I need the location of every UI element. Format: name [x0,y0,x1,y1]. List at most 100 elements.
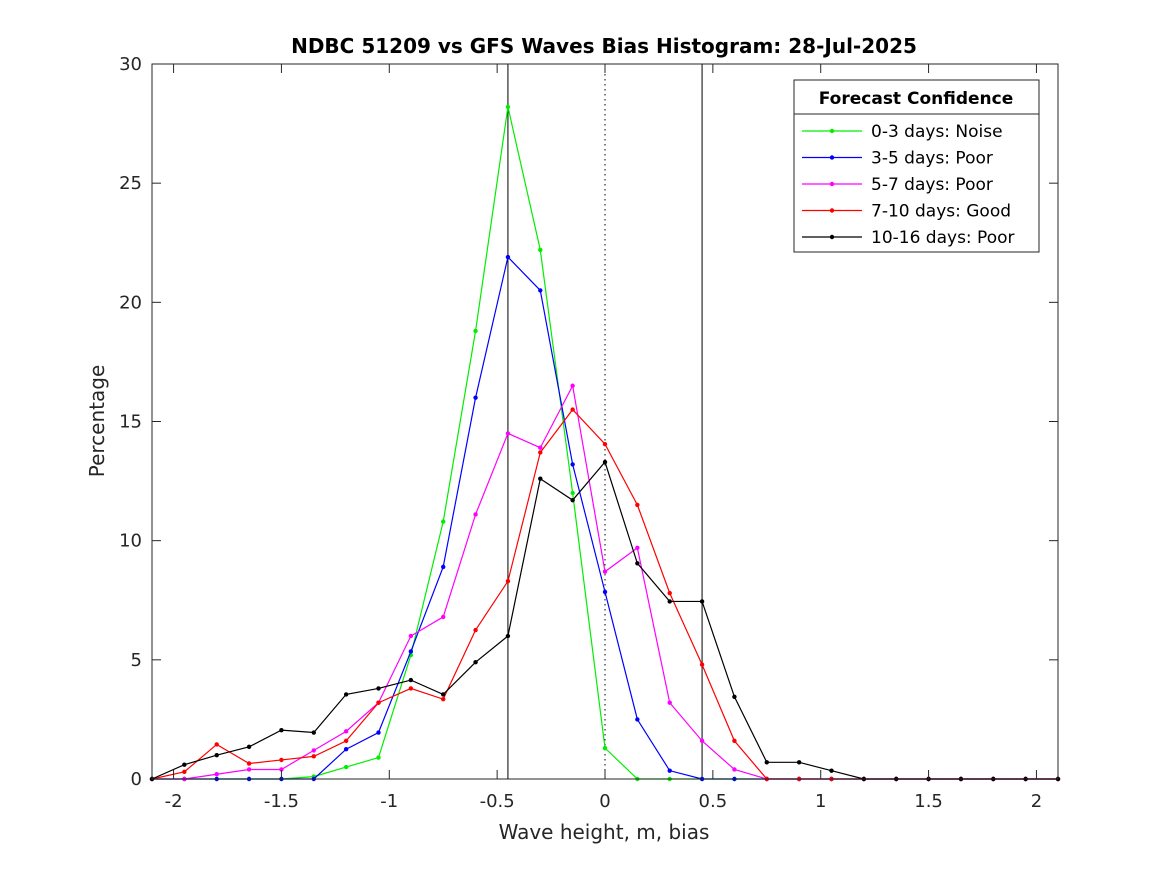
chart-title: NDBC 51209 vs GFS Waves Bias Histogram: … [291,34,917,58]
data-point [343,738,349,744]
legend-entry: 7-10 days: Good [802,202,1011,222]
data-point [441,614,446,620]
data-point [505,578,511,584]
x-tick-label: 1 [815,791,826,812]
legend-swatch-marker [829,208,835,213]
data-point [538,476,543,481]
data-point [699,738,705,744]
data-point [667,768,672,773]
y-tick-label: 5 [131,650,142,671]
data-point [182,762,187,767]
data-point [602,745,608,751]
data-series [149,104,1061,782]
legend-swatch-marker [829,234,835,240]
data-point [699,599,705,604]
data-point [214,742,219,747]
data-point [473,660,478,665]
data-point [441,692,446,697]
x-tick-label: 2 [1031,791,1042,812]
data-point [635,545,640,551]
data-point [602,441,608,447]
data-point [505,104,511,110]
legend-box [793,79,1040,253]
y-tick-labels: 0 5 10 15 20 25 30 [119,54,142,790]
data-point [311,754,316,759]
data-point [667,700,672,705]
data-point [602,569,608,574]
legend-entry: 5-7 days: Poor [802,175,993,195]
data-point [376,686,381,691]
data-point [570,490,575,496]
data-point [667,599,672,604]
y-tick-label: 20 [119,292,142,313]
data-point [635,561,640,566]
data-point [732,738,737,744]
data-point [473,627,478,633]
data-point [279,757,284,763]
data-point [570,383,575,388]
data-point [538,288,543,293]
data-point [602,459,608,465]
data-point [279,767,284,772]
x-tick-label: -1 [380,791,398,812]
data-point [635,502,640,508]
data-point [764,760,769,765]
data-point [441,564,446,570]
data-point [376,755,381,760]
data-point [505,633,511,639]
data-point [732,694,737,699]
data-point [279,727,284,733]
data-point [246,744,252,750]
data-point [343,729,349,734]
x-tick-label: 1.5 [914,791,943,812]
data-point [408,677,414,683]
data-point [538,445,543,450]
legend-swatch-marker [829,181,835,187]
reference-lines [507,64,703,779]
data-point [441,696,446,702]
y-tick-label: 30 [119,54,142,75]
x-tick-label: -2 [165,791,183,812]
data-point [311,748,316,753]
x-tick-labels: -2 -1.5 -1 -0.5 0 0.5 1 1.5 2 [165,791,1043,812]
x-tick-label: -1.5 [264,791,299,812]
data-point [343,747,349,752]
y-axis-label: Percentage [85,365,109,478]
data-point [538,247,543,253]
data-point [796,760,802,765]
x-tick-label: 0.5 [699,791,728,812]
legend-label: 10-16 days: Poor [871,228,1015,248]
data-point [408,686,414,691]
data-point [829,768,834,773]
x-tick-label: 0 [599,791,610,812]
legend-swatch-marker [829,155,835,160]
legend-entries: 0-3 days: Noise 3-5 days: Poor 5-7 days: P… [802,122,1015,248]
data-point [699,662,705,667]
data-point [473,328,478,334]
y-tick-label: 25 [119,173,142,194]
x-axis-label: Wave height, m, bias [499,820,710,844]
data-point [214,752,219,758]
data-point [505,431,511,436]
data-point [376,700,381,705]
data-point [214,772,219,777]
data-point [246,761,252,766]
data-point [570,497,575,503]
legend-label: 7-10 days: Good [871,202,1011,222]
legend-label: 3-5 days: Poor [871,149,993,169]
legend-entry: 10-16 days: Poor [802,228,1015,248]
data-point [311,730,316,735]
data-point [538,450,543,455]
legend: Forecast Confidence 0-3 days: Noise 3-5 d… [793,79,1040,253]
data-point [473,512,478,517]
data-point [376,730,381,735]
data-point [441,519,446,524]
tick-marks [152,63,1058,780]
data-point [732,767,737,772]
legend-label: 5-7 days: Poor [871,175,993,195]
data-point [408,649,414,654]
legend-title: Forecast Confidence [819,89,1014,109]
data-point [505,254,511,260]
x-tick-label: -0.5 [480,791,515,812]
